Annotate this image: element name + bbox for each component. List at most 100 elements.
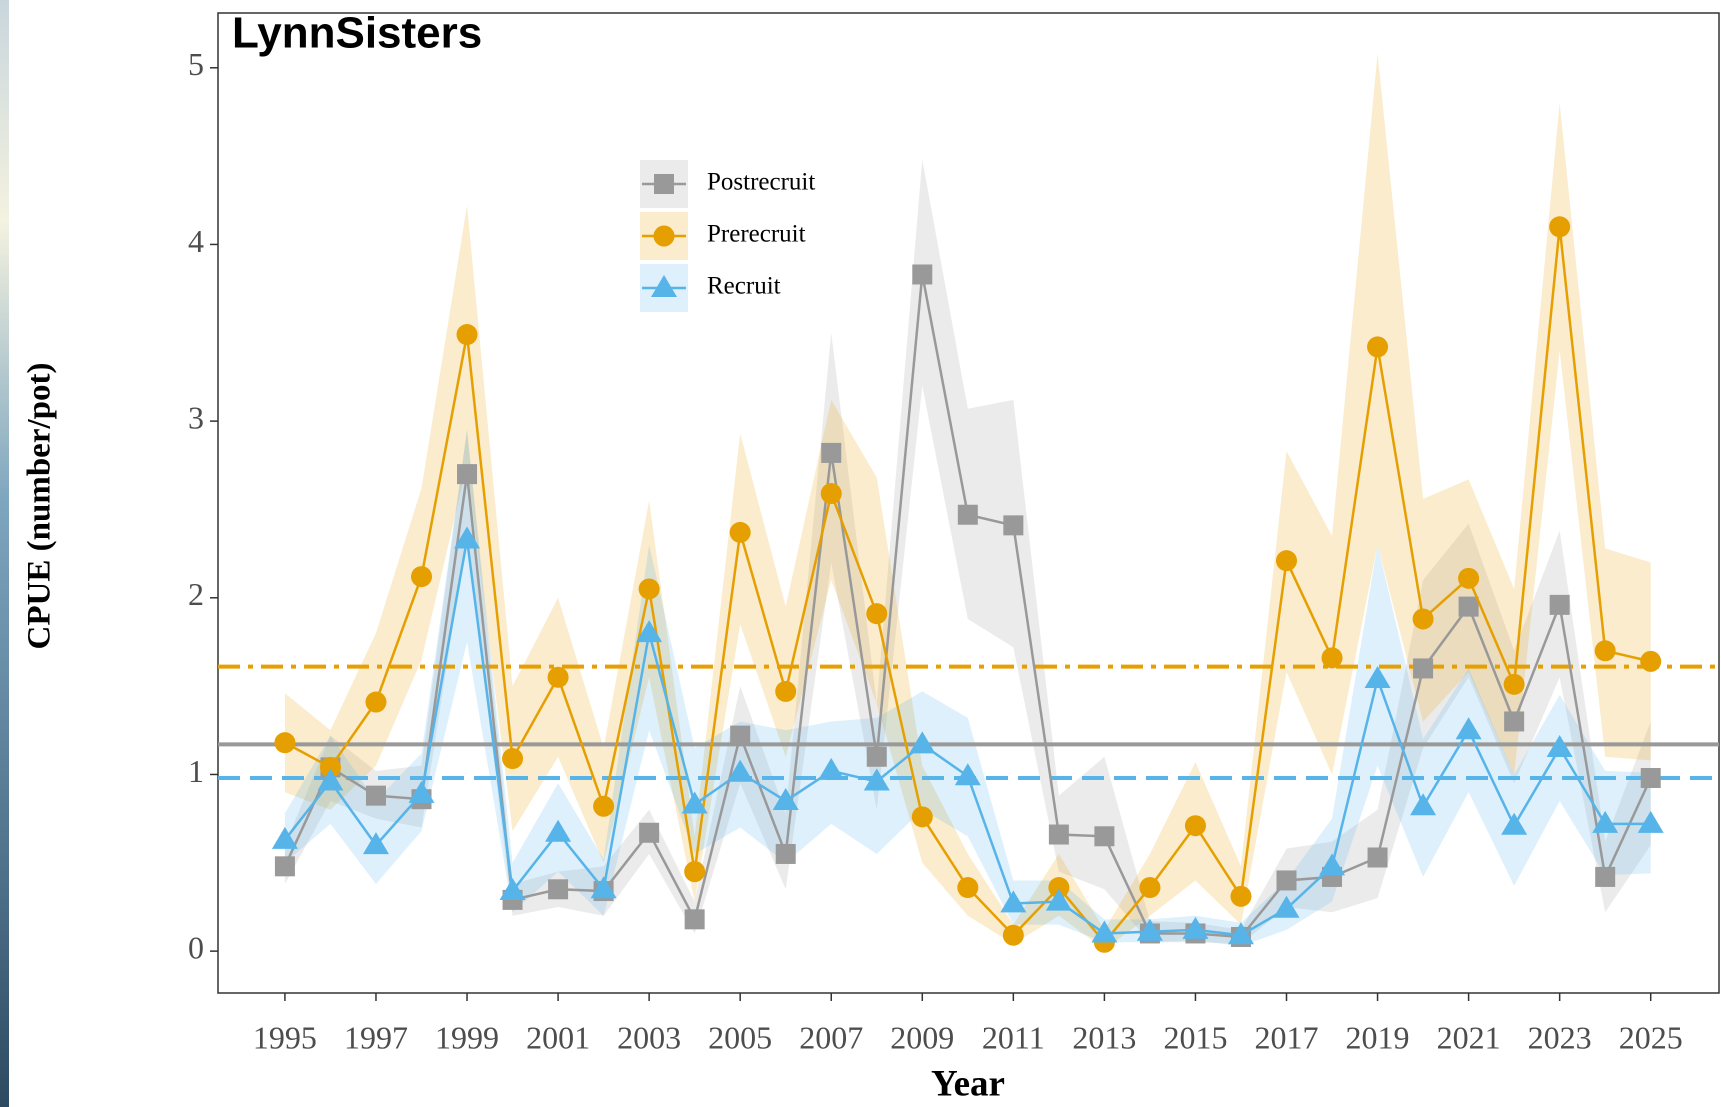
legend-label: Recruit (707, 273, 781, 300)
background-strip (0, 0, 9, 1107)
y-tick-label: 1 (188, 753, 204, 789)
x-tick-label: 2017 (1255, 1019, 1319, 1055)
confidence-band (284, 159, 1651, 945)
point (821, 442, 842, 463)
point (866, 603, 888, 625)
point (1321, 647, 1343, 669)
point (638, 578, 660, 600)
point (639, 822, 660, 843)
point (1091, 920, 1118, 943)
point (1367, 336, 1389, 358)
point (545, 819, 572, 842)
point (499, 878, 526, 901)
point (1546, 734, 1573, 757)
point (957, 877, 979, 899)
point (271, 826, 298, 849)
point (456, 324, 478, 346)
point (863, 768, 890, 791)
plot-layer: 0 1 2 3 4 5 1995 1997 1999 2001 2003 2005 2007 2009 20… (188, 46, 1719, 1055)
point (590, 876, 617, 899)
point (1136, 918, 1163, 941)
x-tick-label: 2021 (1437, 1019, 1501, 1055)
point (957, 504, 978, 525)
x-tick-label: 2025 (1619, 1019, 1683, 1055)
point (1003, 515, 1024, 536)
y-tick-label: 2 (188, 576, 204, 612)
point (1048, 824, 1069, 845)
point (820, 483, 842, 505)
y-axis-title: CPUE (number/pot) (22, 363, 58, 650)
point (1182, 916, 1209, 939)
point (1227, 922, 1254, 945)
panel (217, 12, 1720, 994)
point (912, 264, 933, 285)
point (1501, 812, 1528, 835)
point (274, 732, 296, 754)
point (365, 785, 386, 806)
point (1045, 888, 1072, 911)
point (1640, 767, 1661, 788)
point (317, 768, 344, 791)
point (1503, 673, 1525, 695)
point (1048, 877, 1070, 899)
x-tick-label: 2009 (890, 1019, 954, 1055)
x-tick-label: 2019 (1346, 1019, 1410, 1055)
x-tick-label: 1997 (344, 1019, 408, 1055)
point (408, 780, 435, 803)
y-tick-label: 4 (188, 223, 204, 259)
point (818, 757, 845, 780)
x-tick-label: 1995 (253, 1019, 317, 1055)
x-tick-label: 2015 (1163, 1019, 1227, 1055)
point (775, 843, 796, 864)
point (730, 725, 751, 746)
point (1319, 853, 1346, 876)
legend-marker (651, 275, 677, 297)
point (365, 691, 387, 713)
point (681, 791, 708, 814)
point (1412, 608, 1434, 630)
point (457, 464, 478, 485)
y-tick-label: 5 (188, 46, 204, 82)
y-tick-label: 3 (188, 399, 204, 435)
legend-label: Postrecruit (707, 169, 815, 196)
legend-label: Prerecruit (707, 221, 806, 248)
point (909, 731, 936, 754)
y-tick-label: 0 (188, 929, 204, 965)
confidence-band (284, 53, 1651, 950)
point (1413, 658, 1434, 679)
point (1549, 216, 1571, 238)
legend-marker (653, 225, 675, 247)
point (1000, 890, 1027, 913)
point (548, 879, 569, 900)
point (775, 680, 797, 702)
x-tick-label: 2023 (1528, 1019, 1592, 1055)
point (1640, 650, 1662, 672)
point (1549, 594, 1570, 615)
x-tick-label: 2007 (799, 1019, 863, 1055)
point (1458, 567, 1480, 589)
point (866, 746, 887, 767)
point (911, 806, 933, 828)
point (954, 763, 981, 786)
point (1230, 885, 1252, 907)
point (1184, 815, 1206, 837)
point (1458, 596, 1479, 617)
point (1002, 924, 1024, 946)
x-tick-label: 2005 (708, 1019, 772, 1055)
point (727, 759, 754, 782)
x-axis-title: Year (931, 1063, 1005, 1104)
point (772, 787, 799, 810)
point (1273, 895, 1300, 918)
x-tick-label: 2013 (1072, 1019, 1136, 1055)
point (1139, 877, 1161, 899)
point (362, 832, 389, 855)
x-tick-label: 2011 (982, 1019, 1045, 1055)
x-tick-label: 1999 (435, 1019, 499, 1055)
point (636, 620, 663, 643)
point (1094, 826, 1115, 847)
point (684, 909, 705, 930)
point (684, 861, 706, 883)
point (547, 666, 569, 688)
point (1595, 866, 1616, 887)
confidence-band (284, 429, 1651, 946)
